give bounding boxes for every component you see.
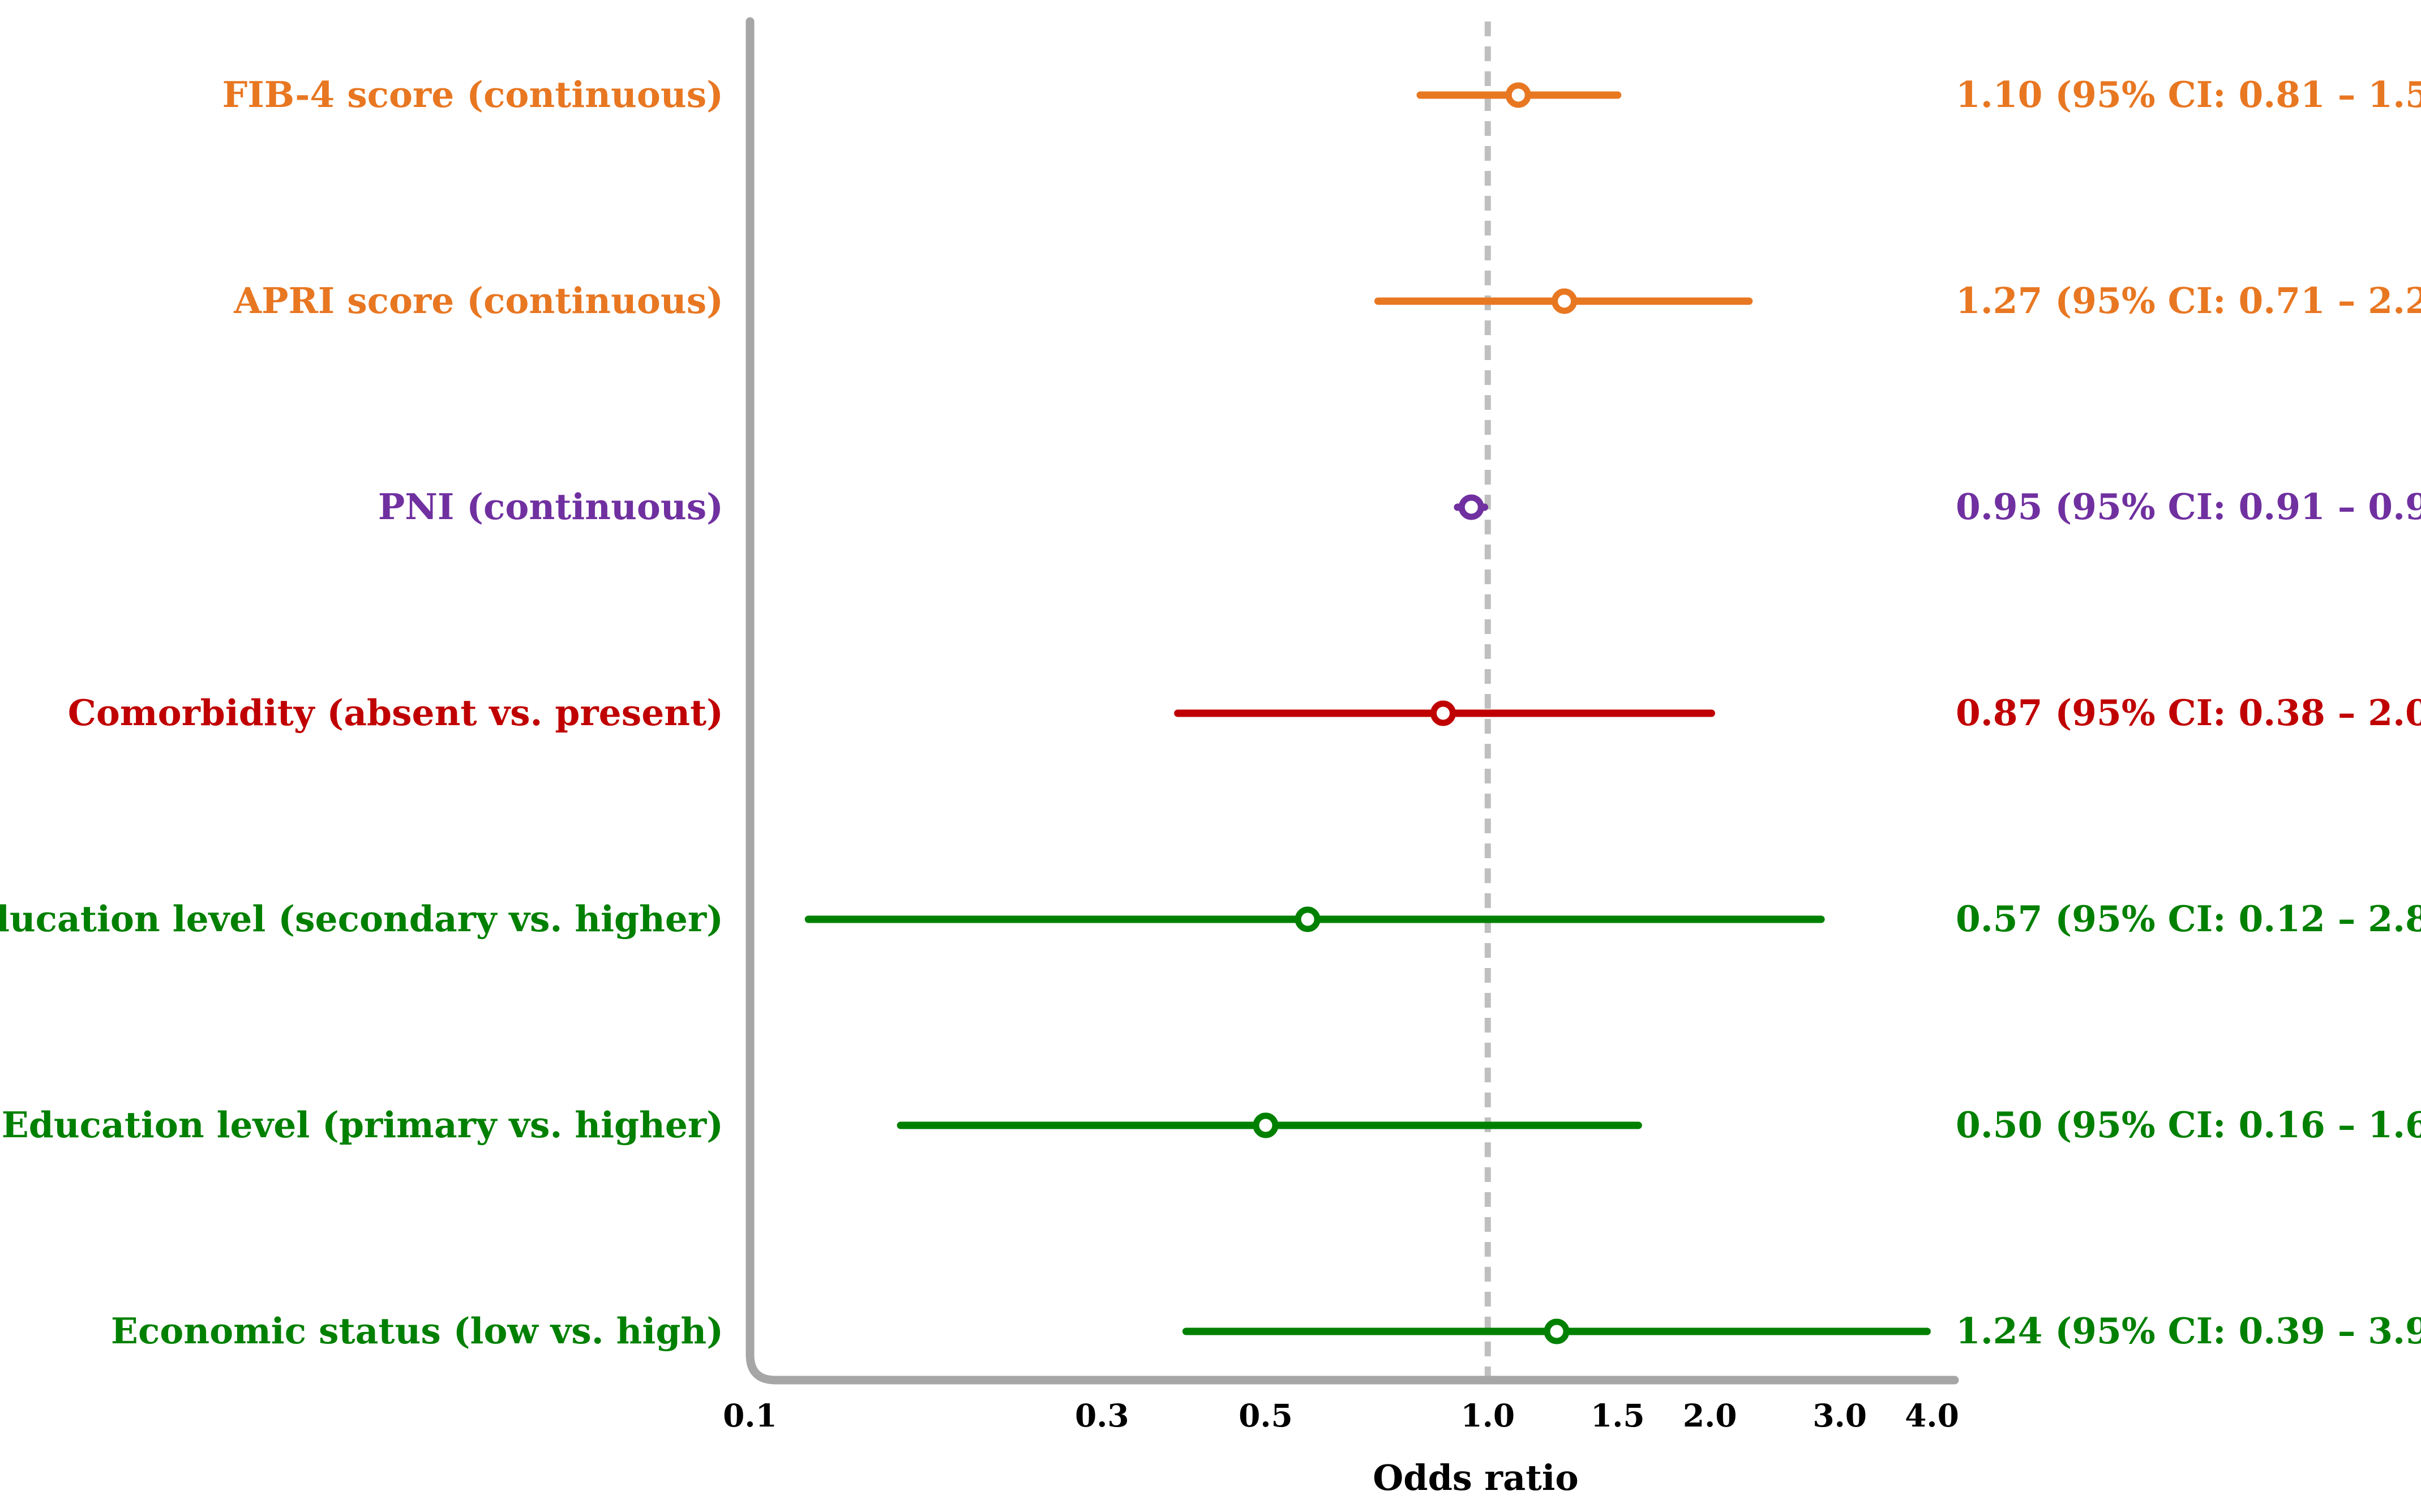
- row-annotation: 0.57 (95% CI: 0.12 – 2.83): [1956, 898, 2421, 940]
- odds-ratio-point: [1552, 288, 1578, 314]
- x-tick-label: 1.0: [1460, 1397, 1515, 1434]
- x-tick-label: 0.5: [1239, 1397, 1293, 1434]
- row-label: Education level (secondary vs. higher): [0, 898, 723, 940]
- row-annotation: 1.10 (95% CI: 0.81 – 1.50): [1956, 74, 2421, 115]
- forest-row: APRI score (continuous) 1.27 (95% CI: 0.7…: [233, 280, 2421, 322]
- rows-layer: FIB-4 score (continuous) 1.10 (95% CI: 0.…: [0, 74, 2421, 1352]
- axis-layer: [745, 17, 1959, 1385]
- x-tick-label: 1.5: [1591, 1397, 1645, 1434]
- row-annotation: 1.27 (95% CI: 0.71 – 2.26): [1956, 280, 2421, 322]
- x-tick-label: 0.3: [1075, 1397, 1129, 1434]
- odds-ratio-point: [1295, 906, 1321, 932]
- x-tick-label: 4.0: [1905, 1397, 1959, 1434]
- x-tick-label: 3.0: [1812, 1397, 1867, 1434]
- forest-row: Education level (secondary vs. higher) 0.…: [0, 898, 2421, 940]
- odds-ratio-point: [1544, 1318, 1570, 1344]
- row-label: PNI (continuous): [378, 486, 723, 528]
- odds-ratio-point: [1505, 82, 1531, 108]
- row-annotation: 1.24 (95% CI: 0.39 – 3.94): [1956, 1310, 2421, 1352]
- tick-labels-layer: 0.1 0.3 0.5 1.0 1.5 2.0 3.0 4.0: [723, 1397, 1959, 1434]
- row-label: APRI score (continuous): [233, 280, 723, 322]
- x-axis-title: Odds ratio: [1373, 1457, 1579, 1498]
- odds-ratio-point: [1458, 494, 1484, 520]
- row-annotation: 0.87 (95% CI: 0.38 – 2.01): [1956, 692, 2421, 734]
- row-label: Economic status (low vs. high): [111, 1310, 723, 1352]
- axis-frame: [745, 17, 1959, 1385]
- forest-row: Economic status (low vs. high) 1.24 (95% …: [111, 1310, 2421, 1352]
- row-annotation: 0.95 (95% CI: 0.91 – 0.99): [1956, 486, 2421, 528]
- odds-ratio-point: [1430, 700, 1456, 726]
- row-label: Comorbidity (absent vs. present): [68, 692, 723, 734]
- odds-ratio-point: [1253, 1112, 1279, 1138]
- x-tick-label: 2.0: [1683, 1397, 1737, 1434]
- row-label: FIB-4 score (continuous): [222, 74, 723, 115]
- forest-row: Comorbidity (absent vs. present) 0.87 (95…: [68, 692, 2421, 734]
- forest-row: PNI (continuous) 0.95 (95% CI: 0.91 – 0.9…: [378, 486, 2421, 528]
- row-label: Education level (primary vs. higher): [2, 1104, 723, 1146]
- forest-row: FIB-4 score (continuous) 1.10 (95% CI: 0.…: [222, 74, 2421, 115]
- x-tick-label: 0.1: [723, 1397, 777, 1434]
- row-annotation: 0.50 (95% CI: 0.16 – 1.60): [1956, 1104, 2421, 1146]
- forest-row: Education level (primary vs. higher) 0.50…: [2, 1104, 2421, 1146]
